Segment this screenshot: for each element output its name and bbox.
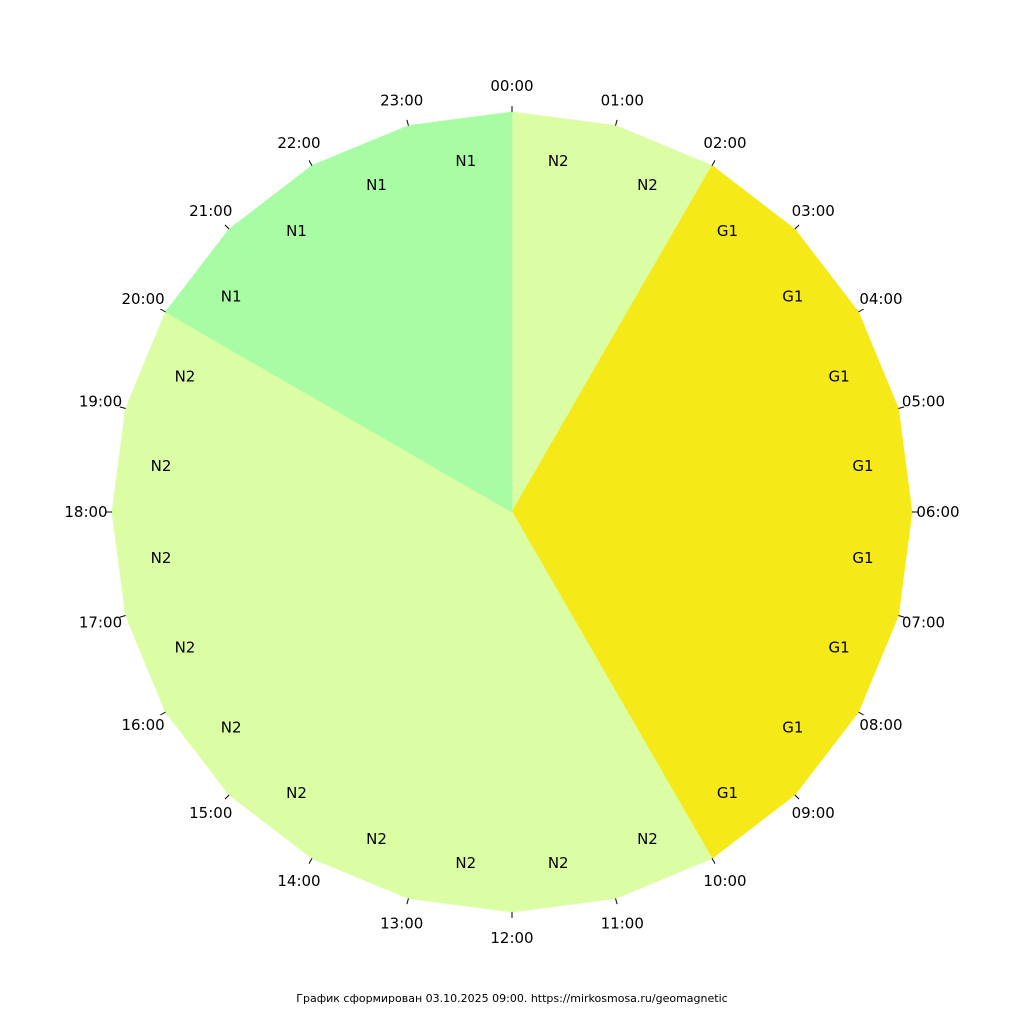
hour-label-1900: 19:00	[79, 393, 122, 411]
tick-2300	[406, 119, 409, 126]
hour-label-0200: 02:00	[703, 134, 746, 152]
hour-label-2100: 21:00	[189, 202, 232, 220]
hour-label-2300: 23:00	[380, 92, 423, 110]
tick-0400	[858, 308, 864, 313]
level-label-0700: G1	[828, 638, 849, 656]
tick-0200	[711, 160, 716, 166]
tick-2200	[308, 160, 313, 166]
level-label-1800: N2	[151, 457, 172, 475]
tick-1600	[160, 711, 166, 716]
hour-label-0800: 08:00	[859, 716, 902, 734]
level-label-0800: G1	[782, 719, 803, 737]
ticks-group	[106, 106, 918, 918]
chart-footer: График сформирован 03.10.2025 09:00. htt…	[296, 992, 728, 1005]
hour-label-1400: 14:00	[277, 872, 320, 890]
tick-1900	[119, 406, 126, 409]
level-labels-group: N2 N2 G1 G1 G1 G1 G1 G1 G1 G1 N2 N2 N2 N2 N2 N2 N2 N2 N2 N2…	[151, 152, 874, 872]
tick-1100	[615, 898, 618, 905]
hour-label-0600: 06:00	[916, 503, 959, 521]
level-label-1200: N2	[455, 854, 476, 872]
tick-1300	[406, 898, 409, 905]
tick-2100	[224, 224, 230, 230]
tick-0500	[898, 406, 905, 409]
level-label-1600: N2	[175, 638, 196, 656]
hour-label-0900: 09:00	[792, 804, 835, 822]
tick-2000	[160, 308, 166, 313]
hour-label-1000: 10:00	[703, 872, 746, 890]
level-label-1000: N2	[637, 830, 658, 848]
level-label-0500: G1	[852, 457, 873, 475]
level-label-0100: N2	[637, 176, 658, 194]
hour-labels-group: 00:00 01:00 02:00 03:00 04:00 05:00 06:00 07:00…	[64, 77, 959, 947]
level-label-1500: N2	[221, 719, 242, 737]
tick-1500	[224, 794, 230, 800]
hour-label-1600: 16:00	[121, 716, 164, 734]
tick-1400	[308, 858, 313, 864]
level-label-1300: N2	[366, 830, 387, 848]
hour-label-1100: 11:00	[601, 914, 644, 932]
level-label-1900: N2	[175, 368, 196, 386]
hour-label-0700: 07:00	[902, 613, 945, 631]
hour-label-0300: 03:00	[792, 202, 835, 220]
hour-label-1200: 12:00	[490, 929, 533, 947]
tick-0300	[794, 224, 800, 230]
hour-label-1700: 17:00	[79, 613, 122, 631]
tick-0900	[794, 794, 800, 800]
hour-label-1800: 18:00	[64, 503, 107, 521]
tick-1000	[711, 858, 716, 864]
hour-label-0400: 04:00	[859, 290, 902, 308]
level-label-2000: N1	[221, 288, 242, 306]
level-label-2100: N1	[286, 222, 307, 240]
tick-1700	[119, 615, 126, 618]
level-label-2200: N1	[366, 176, 387, 194]
level-label-0200: G1	[717, 222, 738, 240]
tick-0700	[898, 615, 905, 618]
tick-0100	[615, 119, 618, 126]
hour-label-0500: 05:00	[902, 393, 945, 411]
hour-label-1500: 15:00	[189, 804, 232, 822]
sectors-group	[111, 111, 913, 913]
level-label-1700: N2	[151, 549, 172, 567]
level-label-0300: G1	[782, 288, 803, 306]
level-label-0000: N2	[548, 152, 569, 170]
level-label-1400: N2	[286, 784, 307, 802]
level-label-0400: G1	[828, 368, 849, 386]
hour-label-2000: 20:00	[121, 290, 164, 308]
level-label-0600: G1	[852, 549, 873, 567]
tick-0800	[858, 711, 864, 716]
hour-label-0000: 00:00	[490, 77, 533, 95]
level-label-2300: N1	[455, 152, 476, 170]
sector-2300-N1	[407, 111, 513, 513]
level-label-1100: N2	[548, 854, 569, 872]
level-label-0900: G1	[717, 784, 738, 802]
hour-label-2200: 22:00	[277, 134, 320, 152]
hour-label-1300: 13:00	[380, 914, 423, 932]
hour-label-0100: 01:00	[601, 92, 644, 110]
